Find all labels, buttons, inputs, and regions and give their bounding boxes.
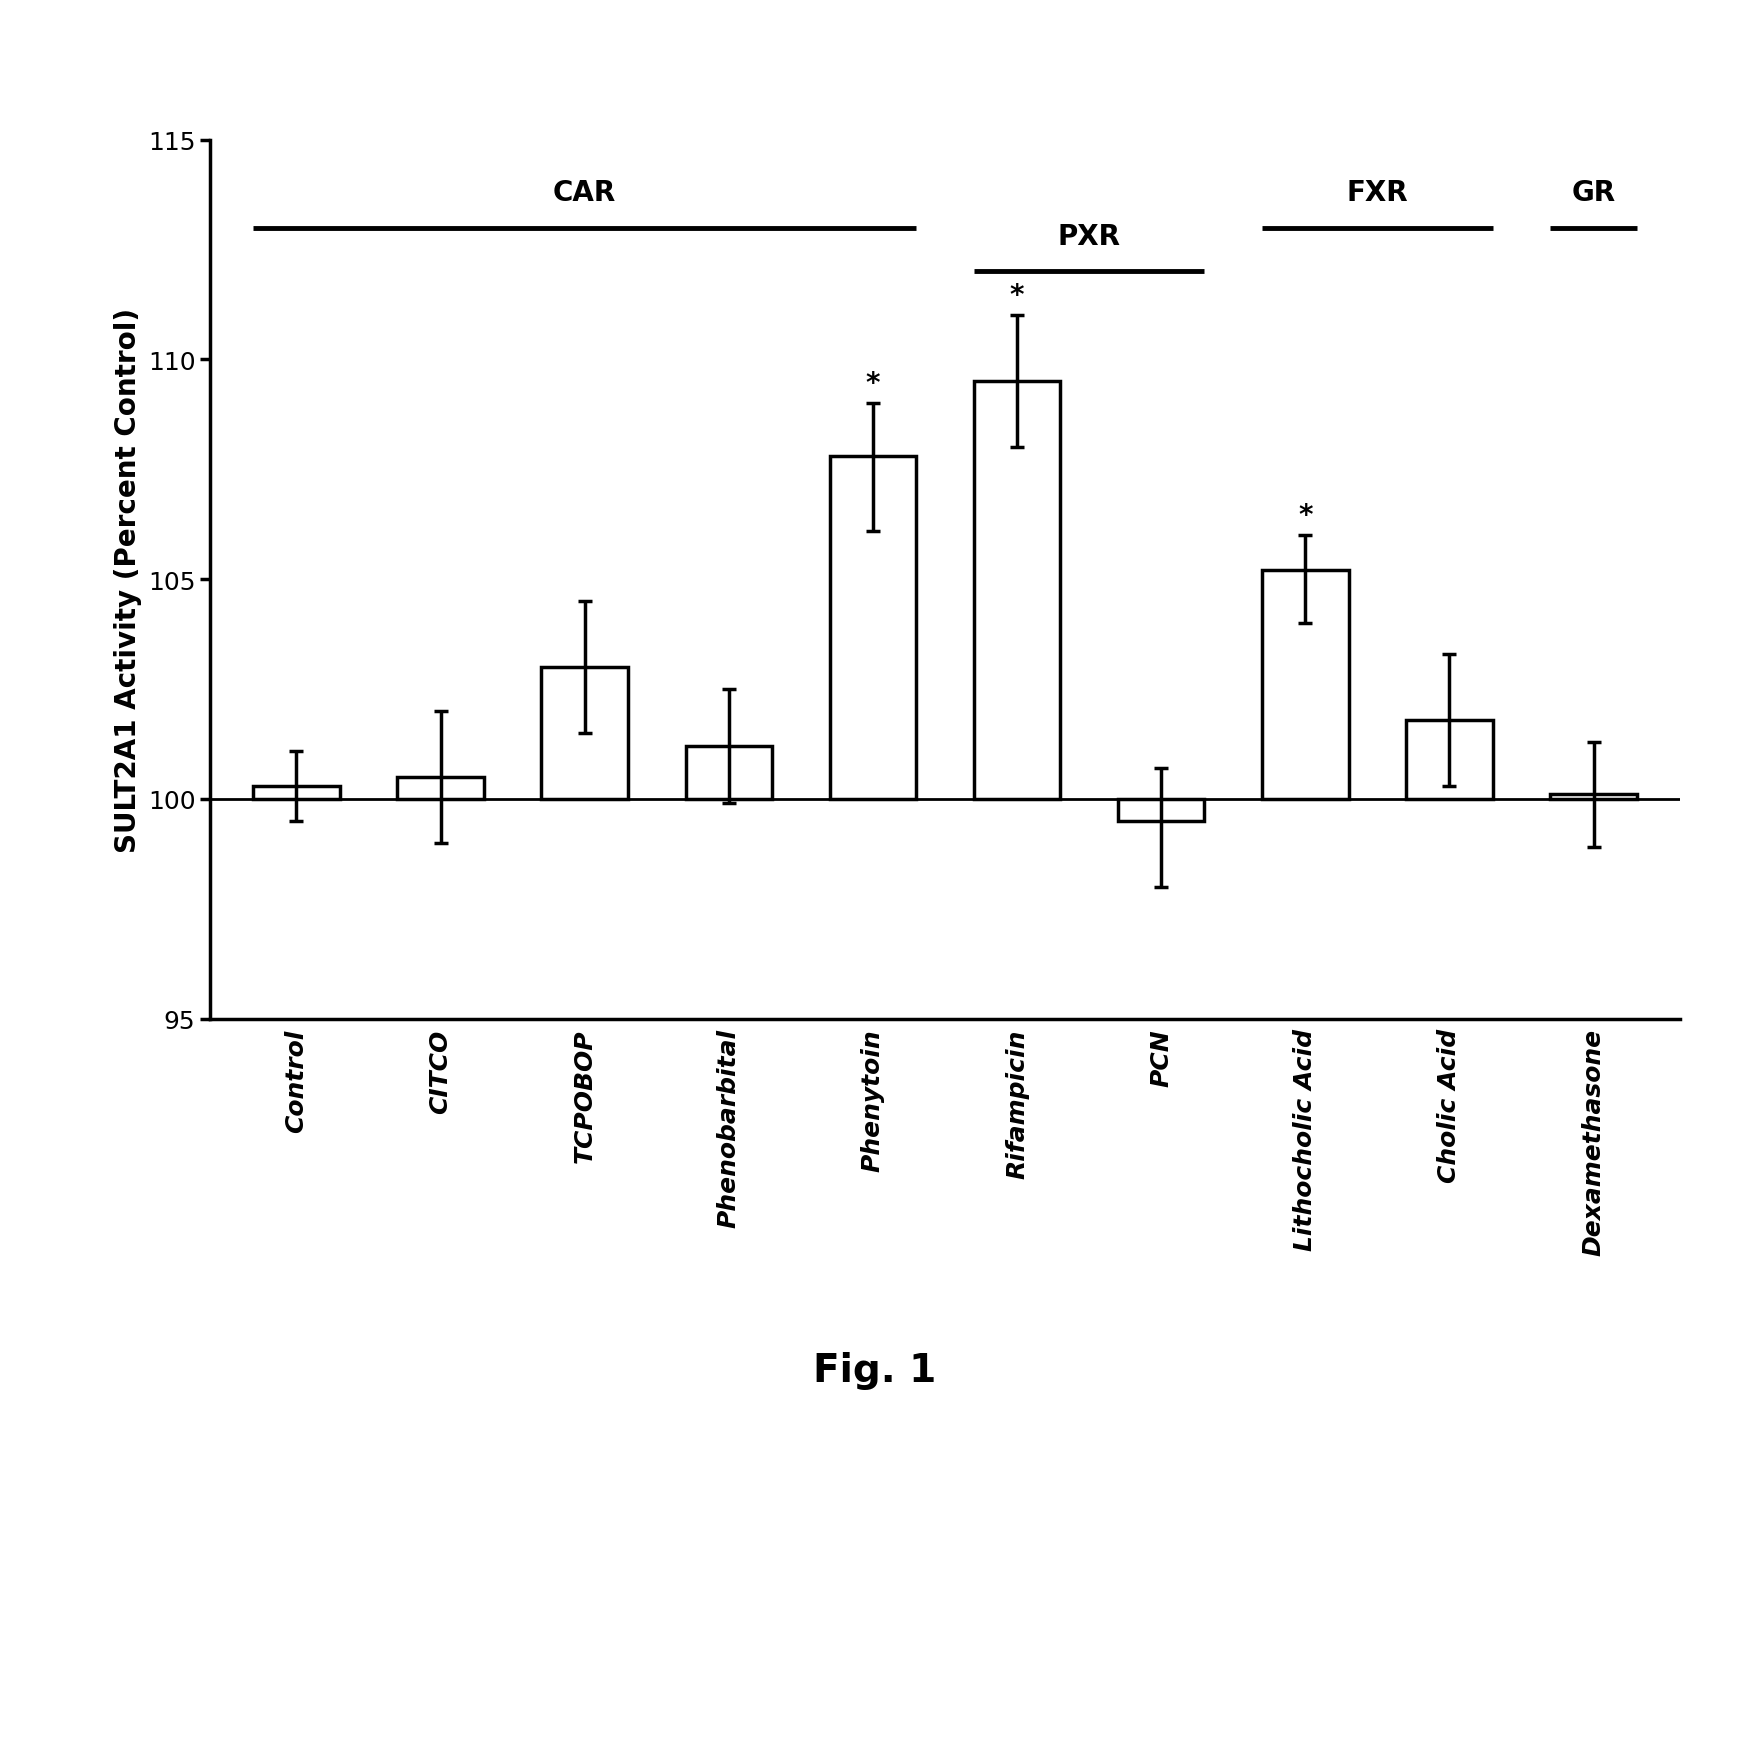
Text: *: * — [1010, 281, 1024, 309]
Bar — [1262, 571, 1349, 799]
Bar — [254, 787, 340, 799]
Y-axis label: SULT2A1 Activity (Percent Control): SULT2A1 Activity (Percent Control) — [114, 307, 142, 852]
Bar — [1118, 799, 1204, 822]
Text: *: * — [866, 369, 880, 397]
Bar — [830, 457, 917, 799]
Text: GR: GR — [1572, 179, 1615, 207]
Text: Fig. 1: Fig. 1 — [814, 1351, 936, 1390]
Text: *: * — [1298, 501, 1312, 529]
Bar — [397, 778, 483, 799]
Bar — [973, 383, 1060, 799]
Bar — [1550, 796, 1636, 799]
Text: CAR: CAR — [553, 179, 616, 207]
Bar — [541, 668, 628, 799]
Text: PXR: PXR — [1057, 223, 1120, 251]
Text: FXR: FXR — [1346, 179, 1409, 207]
Bar — [686, 747, 772, 799]
Bar — [1407, 720, 1493, 799]
